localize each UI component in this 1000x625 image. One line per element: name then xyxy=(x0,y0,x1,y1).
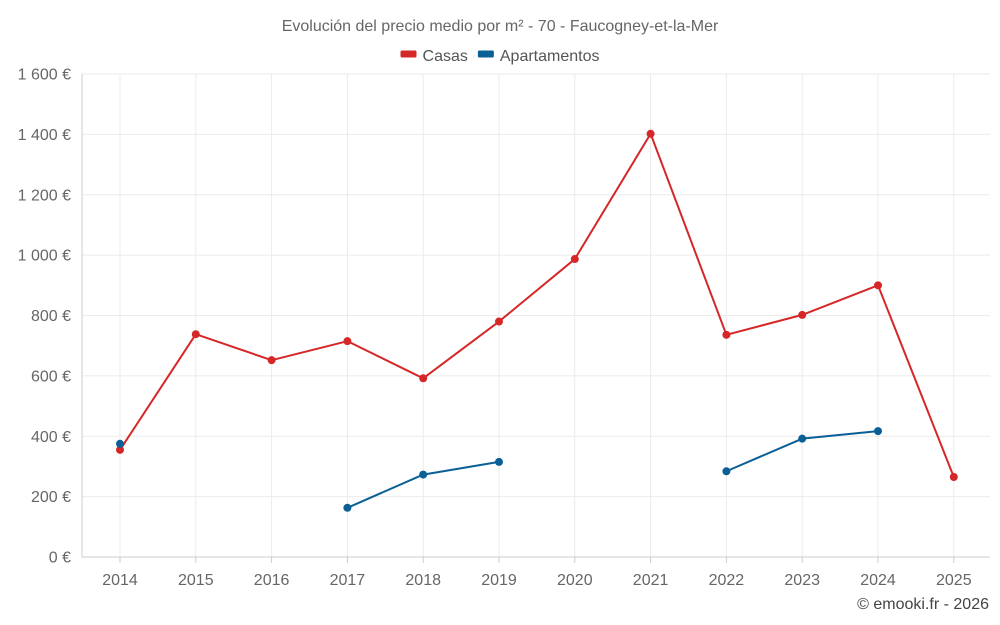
legend: Casas Apartamentos xyxy=(400,48,600,65)
chart-title: Evolución del precio medio por m² - 70 -… xyxy=(282,18,719,35)
legend-swatch xyxy=(477,50,494,58)
data-point[interactable] xyxy=(495,317,503,326)
x-tick-label: 2016 xyxy=(254,572,290,589)
credit-text: © emooki.fr - 2026 xyxy=(857,596,989,613)
data-point[interactable] xyxy=(570,255,579,264)
y-tick-label: 1 200 € xyxy=(18,187,71,204)
x-tick-label: 2022 xyxy=(709,572,745,589)
legend-item-apartamentos[interactable]: Apartamentos xyxy=(477,48,600,65)
data-point[interactable] xyxy=(419,470,428,479)
data-point[interactable] xyxy=(874,427,882,436)
axes xyxy=(81,74,990,563)
y-tick-label: 1 400 € xyxy=(18,127,71,144)
data-point[interactable] xyxy=(116,439,124,448)
series-apartamentos xyxy=(116,427,882,512)
data-point[interactable] xyxy=(722,467,731,476)
x-tick-label: 2020 xyxy=(557,572,593,589)
legend-item-casas[interactable]: Casas xyxy=(400,48,468,65)
data-point[interactable] xyxy=(191,330,200,339)
y-tick-label: 0 € xyxy=(49,550,71,567)
data-point[interactable] xyxy=(343,503,352,512)
data-point[interactable] xyxy=(267,356,276,365)
y-tick-label: 1 000 € xyxy=(18,248,71,265)
data-point[interactable] xyxy=(874,281,882,290)
y-tick-label: 400 € xyxy=(31,429,71,446)
x-tick-label: 2025 xyxy=(936,572,972,589)
x-tick-label: 2021 xyxy=(633,572,669,589)
y-gridlines xyxy=(82,73,990,498)
y-tick-labels: 0 € 200 € 400 € 600 € 800 € 1 000 € 1 200 € 1 4… xyxy=(18,67,71,567)
series-layer xyxy=(116,129,958,512)
data-point[interactable] xyxy=(646,129,655,138)
legend-label: Casas xyxy=(423,48,468,65)
x-tick-label: 2017 xyxy=(330,572,366,589)
x-tick-label: 2019 xyxy=(481,572,517,589)
x-tick-label: 2014 xyxy=(102,572,138,589)
x-tick-label: 2015 xyxy=(178,572,214,589)
data-point[interactable] xyxy=(419,374,428,383)
legend-swatch xyxy=(400,50,417,58)
y-tick-label: 1 600 € xyxy=(18,67,71,84)
y-tick-label: 200 € xyxy=(31,489,71,506)
data-point[interactable] xyxy=(495,457,503,466)
series-casas xyxy=(116,129,958,482)
series-line xyxy=(119,132,955,478)
data-point[interactable] xyxy=(722,330,731,339)
y-tick-label: 800 € xyxy=(31,308,71,325)
x-tick-label: 2023 xyxy=(784,572,820,589)
data-point[interactable] xyxy=(798,310,807,319)
data-point[interactable] xyxy=(116,445,124,454)
data-point[interactable] xyxy=(343,337,352,346)
x-tick-label: 2024 xyxy=(860,572,896,589)
x-tick-label: 2018 xyxy=(405,572,441,589)
data-point[interactable] xyxy=(798,434,807,443)
data-point[interactable] xyxy=(949,473,958,482)
y-tick-label: 600 € xyxy=(31,368,71,385)
x-tick-labels: 2014 2015 2016 2017 2018 2019 2020 2021 2022 2023… xyxy=(102,572,971,589)
legend-label: Apartamentos xyxy=(500,48,600,65)
